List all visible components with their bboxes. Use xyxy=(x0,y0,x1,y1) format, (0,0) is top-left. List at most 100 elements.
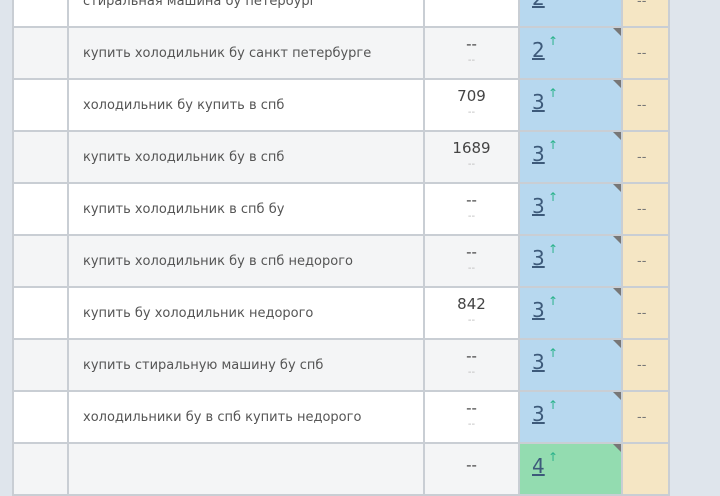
frequency-cell: 1689 -- xyxy=(423,130,520,184)
keyword-text: купить бу холодильник недорого xyxy=(83,305,314,321)
keyword-cell: купить холодильник бу в спб xyxy=(67,130,425,184)
position-link[interactable]: 2 xyxy=(532,0,545,10)
table-row: купить холодильник бу в спб 1689 -- 3 ↑ -- xyxy=(12,130,670,184)
frequency-cell: -- xyxy=(423,442,520,496)
keyword-cell: холодильники бу в спб купить недорого xyxy=(67,390,425,444)
corner-marker-icon xyxy=(613,444,621,452)
frequency-value: 709 xyxy=(457,86,486,105)
position-cell: 3 ↑ xyxy=(518,286,623,340)
keyword-text: купить холодильник бу в спб xyxy=(83,149,285,165)
position-cell: 3 ↑ xyxy=(518,130,623,184)
other-position-value: -- xyxy=(637,409,647,425)
position-link[interactable]: 2 xyxy=(532,38,545,62)
keyword-cell: купить холодильник бу санкт петербурге xyxy=(67,26,425,80)
position-link[interactable]: 3 xyxy=(532,298,545,322)
frequency-cell: 709 -- xyxy=(423,78,520,132)
other-position-cell: -- xyxy=(621,390,670,444)
keyword-text: холодильники бу в спб купить недорого xyxy=(83,409,362,425)
other-position-cell: -- xyxy=(621,286,670,340)
row-checkbox-cell xyxy=(12,234,69,288)
trend-up-icon: ↑ xyxy=(548,138,559,152)
frequency-value: 842 xyxy=(457,294,486,313)
frequency-sub: -- xyxy=(467,262,476,274)
corner-marker-icon xyxy=(613,236,621,244)
trend-up-icon: ↑ xyxy=(548,294,559,308)
frequency-sub: -- xyxy=(467,158,476,170)
table-row: стиральная машина бу петербург -- 2 -- xyxy=(12,0,670,28)
frequency-value: -- xyxy=(466,34,477,53)
keyword-text: купить холодильник бу в спб недорого xyxy=(83,253,353,269)
position-cell: 3 ↑ xyxy=(518,182,623,236)
corner-marker-icon xyxy=(613,80,621,88)
corner-marker-icon xyxy=(613,340,621,348)
position-cell: 3 ↑ xyxy=(518,338,623,392)
keyword-positions-table: стиральная машина бу петербург--2--купит… xyxy=(12,0,670,496)
keyword-text: холодильник бу купить в спб xyxy=(83,97,285,113)
keyword-cell: купить холодильник бу в спб недорого xyxy=(67,234,425,288)
position-cell: 2 xyxy=(518,0,623,28)
other-position-cell: -- xyxy=(621,0,670,28)
frequency-cell: -- -- xyxy=(423,26,520,80)
table-row: купить холодильник бу в спб недорого -- --… xyxy=(12,234,670,288)
position-link[interactable]: 3 xyxy=(532,142,545,166)
row-checkbox-cell xyxy=(12,442,69,496)
other-position-cell: -- xyxy=(621,234,670,288)
position-link[interactable]: 3 xyxy=(532,194,545,218)
trend-up-icon: ↑ xyxy=(548,450,559,464)
position-cell: 3 ↑ xyxy=(518,234,623,288)
frequency-cell: 842 -- xyxy=(423,286,520,340)
row-checkbox-cell xyxy=(12,78,69,132)
other-position-cell: -- xyxy=(621,182,670,236)
keyword-text: купить холодильник в спб бу xyxy=(83,201,285,217)
keyword-cell: холодильник бу купить в спб xyxy=(67,78,425,132)
keyword-cell: купить холодильник в спб бу xyxy=(67,182,425,236)
corner-marker-icon xyxy=(613,132,621,140)
frequency-sub: -- xyxy=(467,106,476,118)
frequency-cell: -- -- xyxy=(423,338,520,392)
keyword-cell: стиральная машина бу петербург xyxy=(67,0,425,28)
position-cell: 2 ↑ xyxy=(518,26,623,80)
trend-up-icon: ↑ xyxy=(548,346,559,360)
other-position-value: -- xyxy=(637,305,647,321)
frequency-cell: -- -- xyxy=(423,182,520,236)
other-position-value: -- xyxy=(637,149,647,165)
keyword-cell xyxy=(67,442,425,496)
keyword-text: стиральная машина бу петербург xyxy=(83,0,317,9)
trend-up-icon: ↑ xyxy=(548,190,559,204)
other-position-cell: -- xyxy=(621,78,670,132)
table-row: холодильник бу купить в спб 709 -- 3 ↑ -- xyxy=(12,78,670,132)
other-position-value: -- xyxy=(637,45,647,61)
row-checkbox-cell xyxy=(12,130,69,184)
position-link[interactable]: 3 xyxy=(532,246,545,270)
frequency-cell: -- -- xyxy=(423,390,520,444)
frequency-value: -- xyxy=(466,346,477,365)
row-checkbox-cell xyxy=(12,0,69,28)
table-row: -- 4 ↑ xyxy=(12,442,670,496)
frequency-value: -- xyxy=(466,190,477,209)
other-position-value: -- xyxy=(637,253,647,269)
other-position-cell: -- xyxy=(621,26,670,80)
position-link[interactable]: 3 xyxy=(532,90,545,114)
frequency-value: -- xyxy=(466,456,477,474)
table-row: холодильники бу в спб купить недорого -- -… xyxy=(12,390,670,444)
table-row: купить стиральную машину бу спб -- -- 3 ↑ -- xyxy=(12,338,670,392)
frequency-sub: -- xyxy=(467,314,476,326)
other-position-value: -- xyxy=(637,0,647,9)
other-position-value: -- xyxy=(637,97,647,113)
row-checkbox-cell xyxy=(12,338,69,392)
position-cell: 3 ↑ xyxy=(518,390,623,444)
row-checkbox-cell xyxy=(12,26,69,80)
other-position-cell: -- xyxy=(621,338,670,392)
position-link[interactable]: 3 xyxy=(532,350,545,374)
position-link[interactable]: 3 xyxy=(532,402,545,426)
table-row: купить холодильник в спб бу -- -- 3 ↑ -- xyxy=(12,182,670,236)
frequency-sub: -- xyxy=(467,418,476,430)
table-row: купить бу холодильник недорого 842 -- 3 ↑ -- xyxy=(12,286,670,340)
position-link[interactable]: 4 xyxy=(532,454,545,478)
other-position-value: -- xyxy=(637,201,647,217)
corner-marker-icon xyxy=(613,288,621,296)
keyword-cell: купить бу холодильник недорого xyxy=(67,286,425,340)
position-cell: 4 ↑ xyxy=(518,442,623,496)
frequency-cell: -- xyxy=(423,0,520,28)
frequency-value: 1689 xyxy=(452,138,491,157)
